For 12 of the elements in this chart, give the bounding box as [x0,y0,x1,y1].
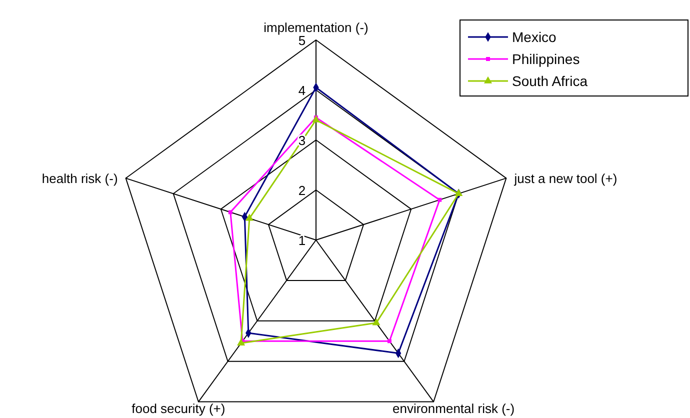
y-tick-label: 4 [298,83,306,98]
y-tick-label: 5 [298,33,306,48]
legend-label: Mexico [512,29,557,45]
y-tick-label: 1 [298,233,306,248]
spoke-label: just a new tool (+) [513,171,618,186]
legend-label: South Africa [512,73,588,89]
spoke-label: food security (+) [132,400,226,416]
spoke-label: health risk (-) [42,171,118,186]
legend-label: Philippines [512,51,580,67]
spoke-label: environmental risk (-) [392,400,515,416]
spoke-label: implementation (-) [264,20,368,35]
y-tick-label: 2 [298,183,306,198]
